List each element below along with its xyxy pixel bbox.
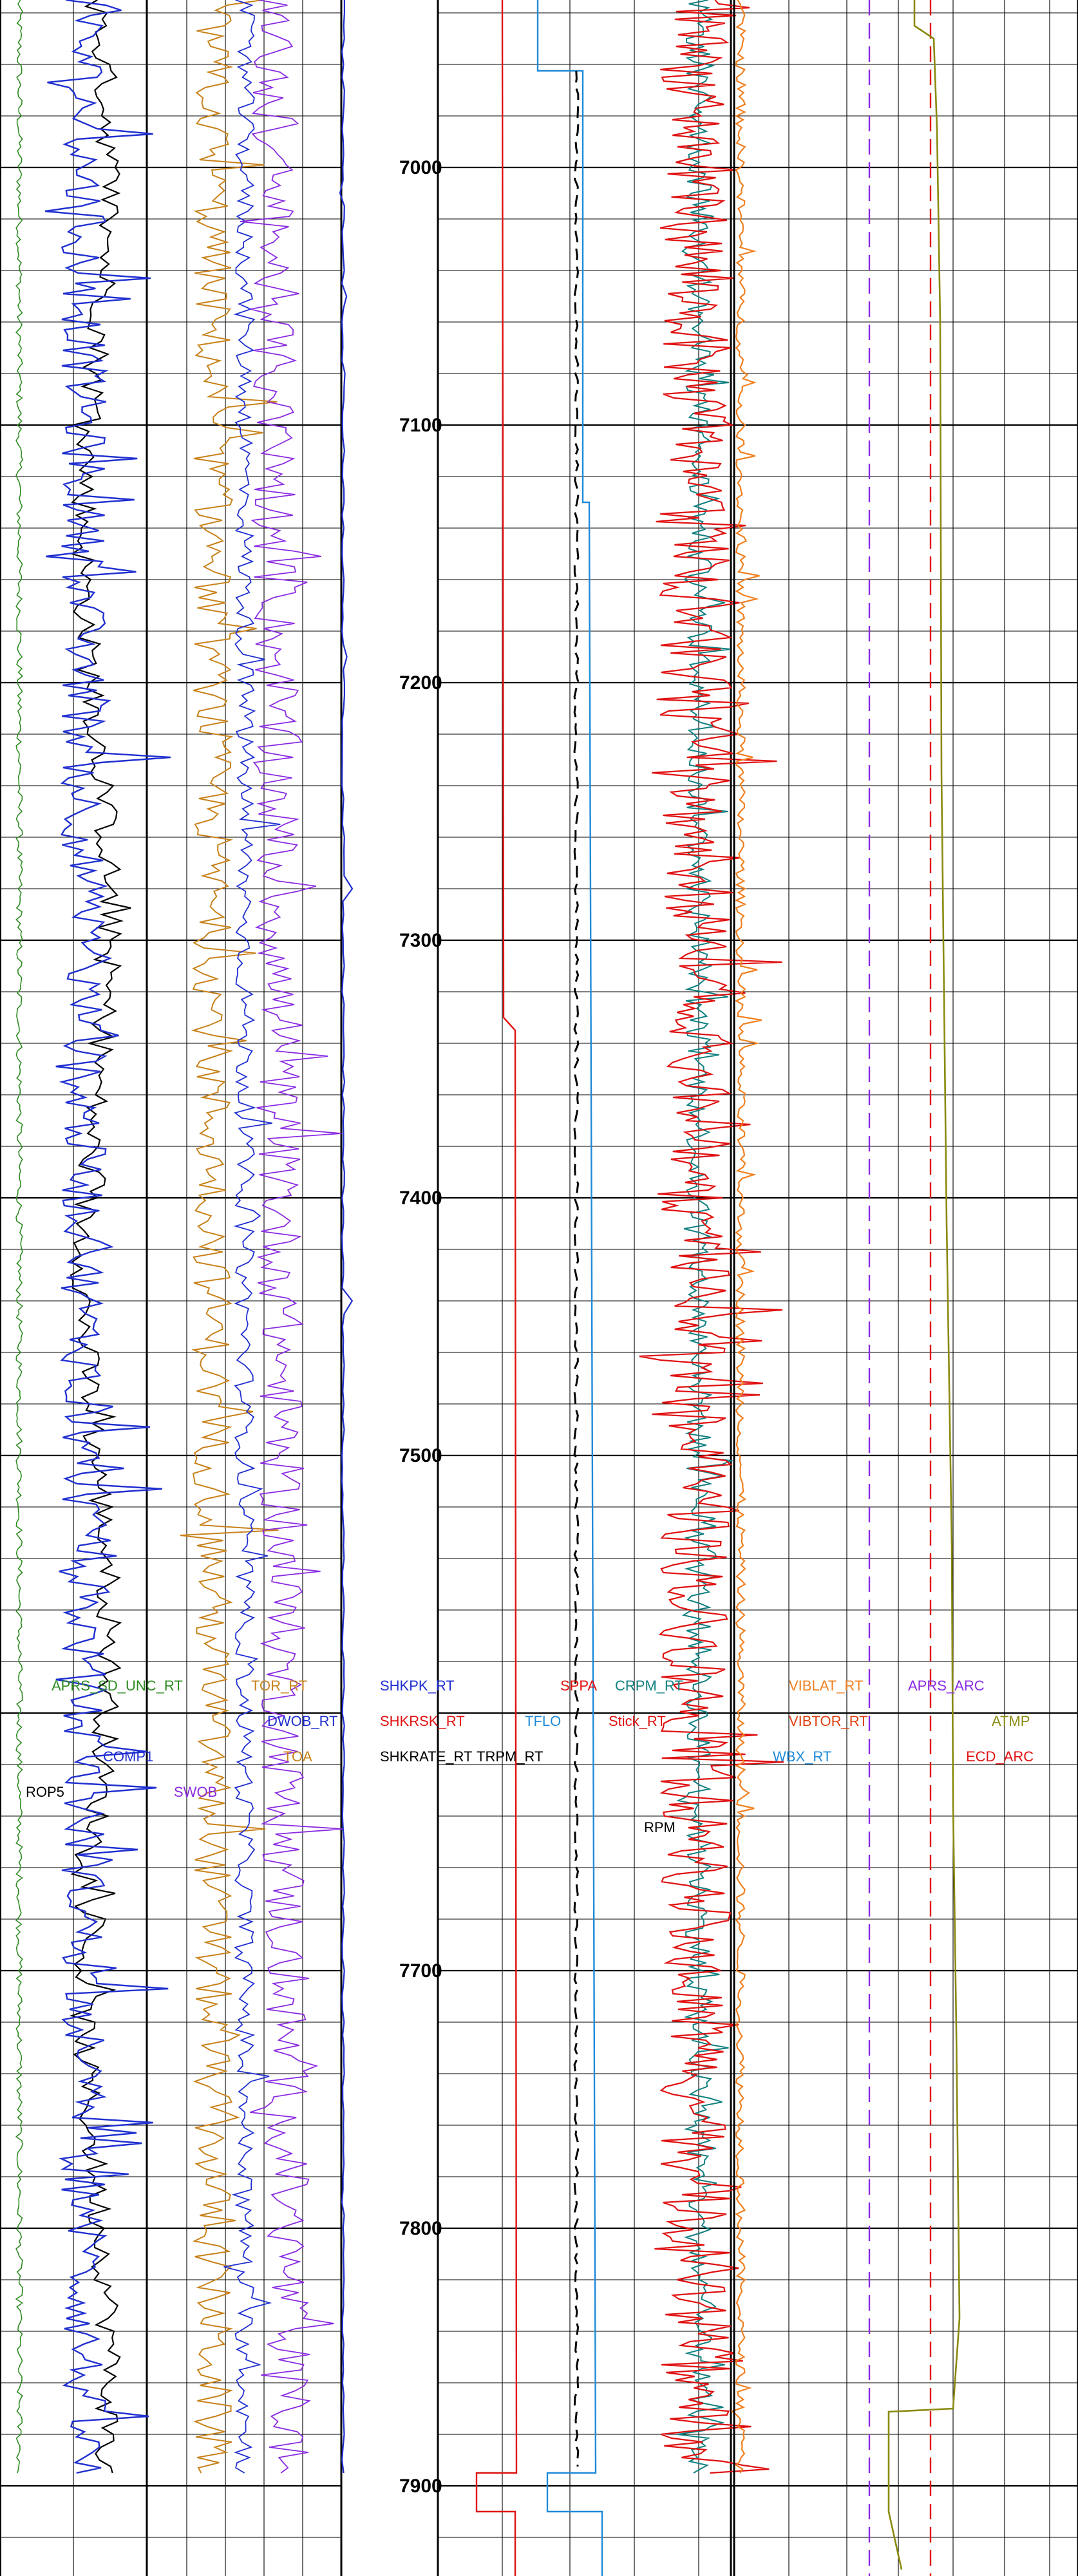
depth-tick-label: 7900 <box>399 2476 442 2497</box>
curve-label: SPPA <box>560 1678 597 1694</box>
curve-label: RPM <box>644 1819 676 1835</box>
series-trpm-rt <box>573 70 580 2467</box>
curve-label: ROP5 <box>26 1784 64 1800</box>
curve-label: COMP1 <box>103 1748 153 1765</box>
series-tor-rt <box>180 0 279 2474</box>
depth-tick-label: 7300 <box>399 930 442 951</box>
series-stick-rt <box>639 0 784 2474</box>
curve-label: VIBTOR_RT <box>789 1713 868 1729</box>
curve-label: ATMP <box>992 1713 1030 1729</box>
series-shkpk-rt <box>339 0 354 2474</box>
curve-label: SWOB <box>174 1784 217 1800</box>
curve-label-layer: APRS_SD_UNC_RT COMP1 ROP5 TOR_RT DWOB_RT TOA S… <box>26 1678 1034 1835</box>
depth-tick-label: 7800 <box>399 2218 442 2239</box>
series-dwob-rt <box>223 0 281 2474</box>
depth-axis: 7000 7100 7200 7300 7400 7500 7700 7800 7900 <box>399 157 442 2497</box>
curve-label: TRPM_RT <box>477 1748 544 1765</box>
series-comp1 <box>44 0 171 2474</box>
curve-label: SHKRATE_RT <box>380 1748 472 1765</box>
curve-label: SHKRSK_RT <box>380 1713 465 1729</box>
series-viblat-rt <box>730 0 762 2474</box>
curve-label: VIBLAT_RT <box>789 1678 863 1694</box>
series-aprs-sd-unc-rt <box>15 0 24 2474</box>
curve-label: TOR_RT <box>251 1678 307 1694</box>
curve-label: APRS_ARC <box>908 1678 985 1694</box>
depth-tick-label: 7200 <box>399 672 442 694</box>
depth-tick-label: 7400 <box>399 1188 442 1209</box>
depth-tick-label: 7700 <box>399 1960 442 1982</box>
curve-layer <box>15 0 961 2576</box>
depth-tick-label: 7100 <box>399 415 442 436</box>
curve-label: TOA <box>283 1748 312 1765</box>
series-tflo <box>536 0 603 2576</box>
curve-label: DWOB_RT <box>267 1713 338 1729</box>
curve-label: CRPM_RT <box>615 1678 683 1694</box>
curve-label: Stick_RT <box>609 1713 666 1729</box>
curve-label: ECD_ARC <box>966 1748 1034 1765</box>
series-swob <box>240 0 344 2474</box>
curve-label: SHKPK_RT <box>380 1678 455 1694</box>
curve-label: APRS_SD_UNC_RT <box>52 1678 183 1694</box>
depth-tick-label: 7000 <box>399 157 442 178</box>
series-sppa <box>475 0 518 2576</box>
depth-tick-label: 7500 <box>399 1445 442 1466</box>
curve-label: TFLO <box>525 1713 561 1729</box>
curve-label: WBX_RT <box>773 1748 831 1765</box>
series-atmp <box>887 0 961 2570</box>
